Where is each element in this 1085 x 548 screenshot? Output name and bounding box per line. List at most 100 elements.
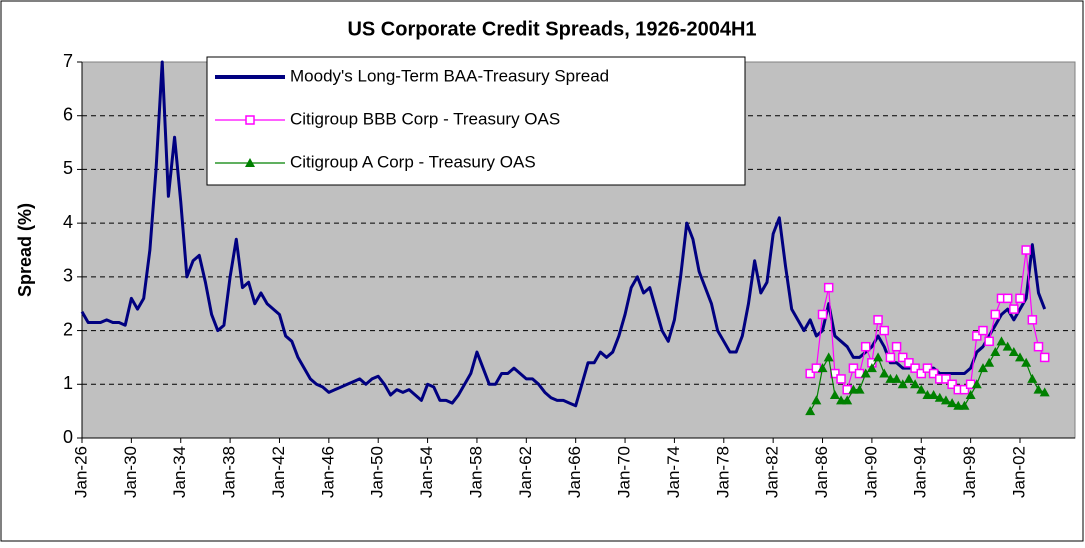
point-marker <box>934 392 945 402</box>
point-marker <box>1021 357 1032 367</box>
point-marker <box>1002 341 1013 351</box>
point-marker <box>836 374 846 384</box>
point-marker <box>971 379 982 389</box>
point-marker <box>860 368 871 378</box>
y-tick-label: 2 <box>63 319 73 339</box>
point-marker <box>1027 373 1038 383</box>
point-marker <box>879 368 890 378</box>
point-marker <box>1039 387 1050 397</box>
point-marker <box>916 368 927 379</box>
x-tick-label: Jan-42 <box>269 446 288 498</box>
point-marker <box>984 336 994 347</box>
point-marker <box>996 336 1007 346</box>
point-marker <box>990 347 1001 357</box>
point-marker <box>984 357 995 367</box>
point-marker <box>829 390 840 400</box>
point-marker <box>817 363 828 373</box>
point-marker <box>1033 341 1044 352</box>
point-marker <box>977 363 988 373</box>
point-marker <box>891 341 902 352</box>
point-marker <box>947 398 958 408</box>
point-marker <box>898 352 908 363</box>
x-tick-label: Jan-34 <box>170 446 189 498</box>
point-marker <box>904 358 914 368</box>
point-marker <box>941 374 951 384</box>
y-axis-label: Spread (%) <box>15 203 35 297</box>
point-marker <box>922 363 933 373</box>
x-tick-label: Jan-82 <box>763 446 782 498</box>
point-marker <box>1015 293 1025 304</box>
y-tick-label: 4 <box>63 212 73 232</box>
point-marker <box>1009 304 1019 314</box>
point-marker <box>959 400 970 410</box>
point-marker <box>959 384 970 395</box>
point-marker <box>972 331 982 341</box>
point-marker <box>916 384 927 394</box>
point-marker <box>965 390 976 400</box>
x-tick-label: Jan-86 <box>812 446 831 498</box>
point-marker <box>848 363 859 373</box>
point-marker <box>928 390 939 400</box>
point-marker <box>990 309 1001 320</box>
point-marker <box>1033 384 1044 394</box>
point-marker <box>873 352 884 362</box>
x-tick-label: Jan-70 <box>615 446 634 498</box>
point-marker <box>854 384 865 394</box>
legend-label: Citigroup A Corp - Treasury OAS <box>290 152 536 171</box>
point-marker <box>947 379 957 390</box>
y-tick-label: 0 <box>63 427 73 447</box>
point-marker <box>885 352 896 363</box>
x-tick-label: Jan-98 <box>960 446 979 498</box>
legend: Moody's Long-Term BAA-Treasury Spread Cit… <box>206 56 746 186</box>
y-tick-label: 3 <box>63 266 73 286</box>
point-marker <box>860 341 871 352</box>
point-marker <box>805 368 815 379</box>
point-marker <box>891 373 902 383</box>
y-tick-label: 6 <box>63 104 73 124</box>
point-marker <box>910 379 921 389</box>
x-tick-label: Jan-50 <box>368 446 387 498</box>
y-tick-label: 7 <box>63 51 73 71</box>
x-tick-label: Jan-78 <box>713 446 732 498</box>
point-marker <box>823 352 834 362</box>
point-marker <box>823 282 834 293</box>
x-tick-label: Jan-02 <box>1009 446 1028 498</box>
legend-marker <box>245 115 255 125</box>
x-tick-label: Jan-26 <box>71 446 90 498</box>
point-marker <box>873 315 883 325</box>
point-marker <box>1027 315 1038 325</box>
legend-label: Moody's Long-Term BAA-Treasury Spread <box>290 66 609 85</box>
point-marker <box>978 325 988 336</box>
y-tick-label: 5 <box>63 158 73 178</box>
point-marker <box>928 368 939 379</box>
x-tick-label: Jan-30 <box>121 446 140 498</box>
point-marker <box>805 406 816 416</box>
x-tick-label: Jan-94 <box>911 446 930 498</box>
point-marker <box>1021 245 1031 255</box>
x-tick-label: Jan-54 <box>417 446 436 498</box>
point-marker <box>1015 352 1025 362</box>
x-tick-label: Jan-38 <box>220 446 239 498</box>
legend-box <box>206 56 746 186</box>
point-marker <box>1008 347 1019 357</box>
point-marker <box>903 373 914 383</box>
legend-label: Citigroup BBB Corp - Treasury OAS <box>290 109 560 128</box>
point-marker <box>842 395 853 405</box>
point-marker <box>811 395 822 405</box>
point-marker <box>897 379 908 389</box>
x-tick-label: Jan-90 <box>861 446 880 498</box>
x-tick-label: Jan-46 <box>318 446 337 498</box>
y-tick-label: 1 <box>63 373 73 393</box>
x-tick-label: Jan-66 <box>565 446 584 498</box>
legend-marker <box>245 158 255 167</box>
point-marker <box>1039 352 1050 363</box>
point-marker <box>940 395 951 405</box>
chart-title: US Corporate Credit Spreads, 1926-2004H1 <box>347 18 756 40</box>
point-marker <box>910 363 920 373</box>
point-marker <box>1002 293 1013 304</box>
x-tick-label: Jan-62 <box>516 446 535 498</box>
series-line <box>80 60 1047 408</box>
point-marker <box>879 325 889 336</box>
x-tick-label: Jan-58 <box>466 446 485 498</box>
